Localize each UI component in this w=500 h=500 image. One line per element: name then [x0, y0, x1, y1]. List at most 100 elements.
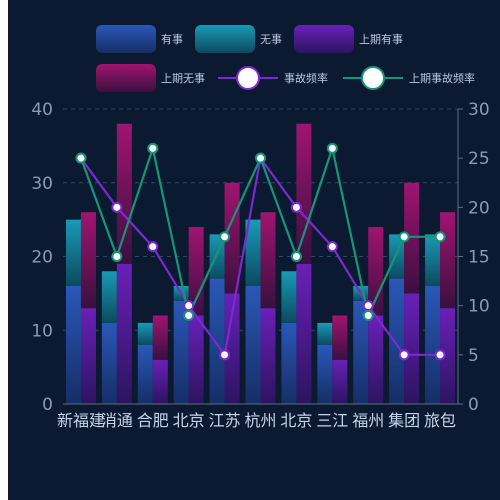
point-上期事故频率-1	[111, 251, 123, 262]
legend-item-事故频率[interactable]: 事故频率	[218, 66, 328, 90]
legend-marker-上期事故频率	[361, 66, 385, 90]
y-right-tick-30: 30	[468, 100, 490, 120]
bar-上期有事-1	[116, 263, 132, 404]
legend-item-无事[interactable]: 无事	[195, 25, 282, 53]
y-left-tick-20: 20	[31, 248, 53, 268]
bar-无事-7	[317, 322, 333, 345]
point-上期事故频率-8	[362, 310, 374, 321]
points	[75, 142, 446, 361]
bar-无事-1	[101, 271, 117, 323]
point-上期事故频率-10	[434, 231, 446, 243]
legend-label-无事: 无事	[260, 33, 282, 46]
point-事故频率-3	[183, 300, 195, 312]
point-上期事故频率-0	[75, 152, 87, 164]
bar-上期无事-5	[260, 212, 276, 309]
x-tick-7: 三江	[316, 411, 348, 430]
bar-上期有事-7	[332, 359, 348, 404]
bar-上期有事-3	[188, 315, 204, 404]
x-tick-8: 福州	[352, 411, 384, 430]
bar-上期无事-7	[332, 315, 348, 360]
point-上期事故频率-7	[326, 142, 338, 154]
legend-swatch-有事	[96, 25, 156, 53]
x-tick-6: 北京	[280, 411, 312, 430]
bar-上期有事-6	[296, 263, 312, 404]
y-left-tick-0: 0	[42, 395, 53, 415]
point-事故频率-2	[147, 241, 159, 253]
bar-上期有事-5	[260, 308, 276, 404]
bars	[65, 123, 456, 404]
point-上期事故频率-3	[183, 310, 195, 321]
legend-item-上期事故频率[interactable]: 上期事故频率	[343, 66, 475, 90]
chart-panel: 0 10 20 30 40 0 5 10 15 20 25 30 新福建 消通 合肥 北京 江苏 杭州 北京 三江 福州…	[8, 0, 500, 500]
y-right-tick-10: 10	[468, 297, 490, 317]
legend-swatch-无事	[195, 25, 255, 53]
bar-上期有事-2	[152, 359, 168, 404]
bar-无事-6	[281, 271, 297, 323]
legend-marker-事故频率	[236, 66, 260, 90]
bar-上期无事-1	[116, 123, 132, 264]
bar-上期有事-0	[80, 308, 96, 404]
bar-无事-5	[245, 219, 261, 286]
bar-上期有事-9	[404, 293, 420, 404]
bar-有事-3	[173, 300, 189, 404]
point-事故频率-8	[362, 300, 374, 312]
bar-有事-8	[353, 300, 369, 404]
bar-有事-10	[425, 286, 441, 404]
bar-有事-6	[281, 322, 297, 404]
y-right-tick-0: 0	[468, 395, 479, 415]
x-tick-5: 杭州	[244, 411, 276, 430]
bar-上期有事-8	[368, 315, 384, 404]
legend-label-事故频率: 事故频率	[284, 71, 328, 85]
bar-有事-9	[389, 278, 405, 404]
y-right-tick-20: 20	[468, 198, 490, 218]
y-left-tick-10: 10	[31, 321, 53, 341]
bar-无事-10	[425, 234, 441, 286]
point-事故频率-6	[290, 201, 302, 213]
bar-有事-7	[317, 345, 333, 404]
legend-label-上期有事: 上期有事	[359, 32, 403, 46]
point-事故频率-10	[434, 349, 446, 361]
legend-item-上期有事[interactable]: 上期有事	[294, 25, 403, 53]
point-事故频率-4	[219, 349, 231, 361]
y-right-tick-15: 15	[468, 248, 490, 268]
point-上期事故频率-5	[255, 152, 266, 164]
bar-上期无事-9	[404, 182, 420, 294]
x-tick-9: 集团	[388, 411, 420, 430]
legend-item-上期无事[interactable]: 上期无事	[96, 64, 205, 92]
point-事故频率-1	[111, 201, 123, 213]
point-事故频率-7	[326, 241, 338, 253]
y-left-tick-30: 30	[31, 174, 53, 194]
bar-上期无事-2	[152, 315, 168, 360]
legend-label-上期无事: 上期无事	[161, 72, 205, 85]
point-上期事故频率-2	[147, 142, 159, 154]
y-left-tick-40: 40	[31, 100, 53, 120]
bar-有事-0	[65, 286, 81, 404]
legend-item-有事[interactable]: 有事	[96, 25, 183, 53]
bar-有事-4	[209, 278, 225, 404]
y-right-tick-5: 5	[468, 346, 479, 366]
legend-swatch-上期有事	[294, 25, 354, 53]
bar-上期无事-0	[80, 212, 96, 309]
x-tick-1: 消通	[101, 411, 133, 430]
bar-上期有事-4	[224, 293, 240, 404]
x-tick-10: 旅包	[424, 411, 456, 430]
x-tick-2: 合肥	[137, 411, 169, 430]
x-tick-4: 江苏	[209, 411, 241, 430]
point-事故频率-9	[398, 349, 410, 361]
bar-上期无事-10	[440, 212, 456, 309]
legend-swatch-上期无事	[96, 64, 156, 92]
point-上期事故频率-9	[398, 231, 410, 243]
point-上期事故频率-6	[290, 251, 302, 262]
bar-有事-2	[137, 345, 153, 404]
legend-label-上期事故频率: 上期事故频率	[409, 71, 475, 85]
x-tick-3: 北京	[173, 411, 205, 430]
y-right-tick-25: 25	[468, 149, 490, 169]
x-tick-0: 新福建	[57, 411, 105, 430]
bar-无事-2	[137, 322, 153, 345]
bar-有事-5	[245, 286, 261, 404]
bar-上期无事-6	[296, 123, 312, 264]
bar-有事-1	[101, 322, 117, 404]
